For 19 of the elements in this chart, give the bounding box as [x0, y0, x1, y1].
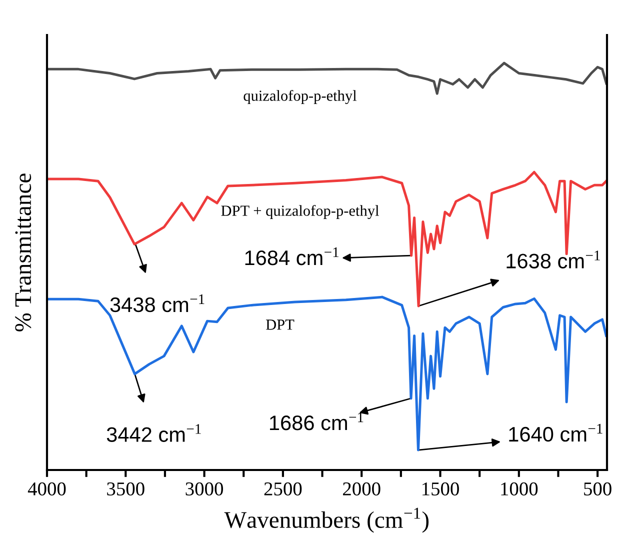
x-tick-label: 500 [584, 482, 612, 496]
x-tick-label: 2500 [264, 482, 302, 496]
annotation: 3438 cm$^{−1}$ [110, 294, 204, 312]
annotation: 1640 cm$^{−1}$ [509, 424, 602, 442]
annotation: 1686 cm$^{−1}$ [270, 412, 364, 430]
x-tick-label: 1000 [501, 482, 538, 496]
y-axis-title: % Transmittance [15, 174, 32, 332]
x-tick-label: 2000 [343, 482, 380, 496]
x-axis-title: Wavenumbers (cm$^{−1}$) [224, 508, 429, 533]
x-tick-label: 3000 [186, 482, 224, 496]
x-tick-label: 4000 [28, 482, 66, 496]
x-tick-label: 3500 [107, 482, 144, 496]
annotation: 1638 cm$^{−1}$ [506, 250, 600, 268]
series-label: DPT + quizalofop-p-ethyl [221, 204, 379, 220]
series-label: DPT [266, 320, 294, 330]
annotation: 1684 cm$^{−1}$ [245, 247, 338, 266]
annotation: 3442 cm$^{−1}$ [106, 424, 201, 442]
series-label: quizalofop-p-ethyl [244, 90, 357, 104]
x-tick-label: 1500 [422, 482, 459, 496]
